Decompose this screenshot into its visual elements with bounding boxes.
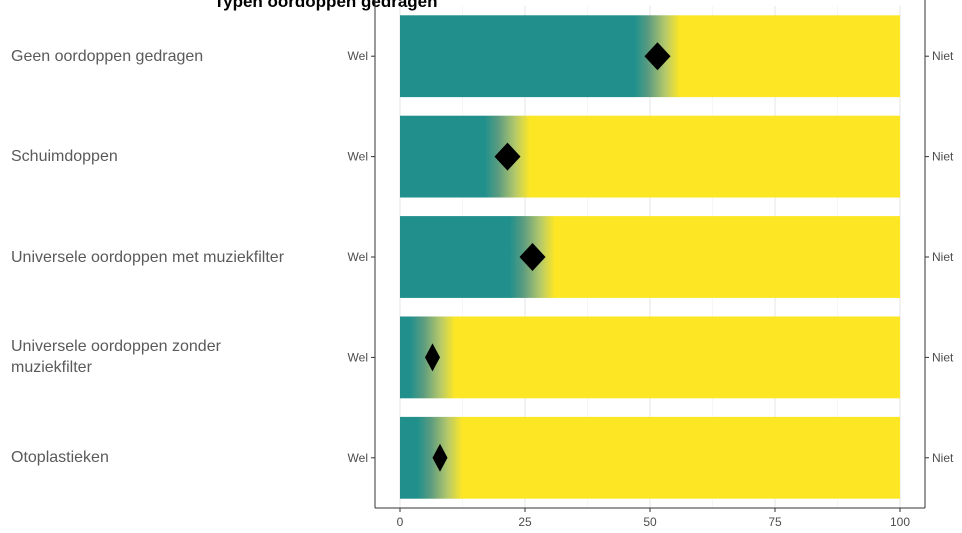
markers	[425, 42, 671, 472]
estimate-marker	[519, 243, 546, 271]
x-tick-label: 100	[890, 515, 910, 529]
bars	[400, 15, 900, 499]
category-label: Otoplastieken	[11, 449, 109, 467]
bar	[400, 216, 900, 298]
x-tick-label: 75	[768, 515, 782, 529]
left-axis-label: Wel	[348, 250, 368, 264]
left-axis-label: Wel	[348, 451, 368, 465]
bar	[400, 316, 900, 399]
right-axis-label: Niet	[932, 150, 954, 164]
category-label: Universele oordoppen zonder muziekfilter	[11, 338, 221, 377]
left-axis-label: Wel	[348, 150, 368, 164]
estimate-marker	[644, 42, 671, 71]
bar	[400, 416, 900, 499]
estimate-marker	[494, 142, 521, 171]
right-axis-label: Niet	[932, 350, 954, 364]
estimate-marker	[425, 343, 440, 372]
category-label: Geen oordoppen gedragen	[11, 47, 204, 65]
category-label: Universele oordoppen met muziekfilter	[11, 248, 285, 266]
left-axis-label: Wel	[348, 49, 368, 63]
x-tick-label: 25	[518, 515, 532, 529]
right-axis-label: Niet	[932, 49, 954, 63]
chart-title: Typen oordoppen gedragen	[214, 0, 438, 11]
right-axis-label: Niet	[932, 451, 954, 465]
x-tick-label: 0	[397, 515, 404, 529]
category-label: Schuimdoppen	[11, 148, 118, 166]
left-axis-label: Wel	[348, 350, 368, 364]
axes: 0 25 50 75 100 Wel Niet Wel Niet Wel Niet Wel Niet We…	[348, 0, 954, 529]
x-tick-label: 50	[643, 515, 657, 529]
bar	[400, 115, 900, 198]
estimate-marker	[432, 443, 448, 472]
right-axis-label: Niet	[932, 250, 954, 264]
